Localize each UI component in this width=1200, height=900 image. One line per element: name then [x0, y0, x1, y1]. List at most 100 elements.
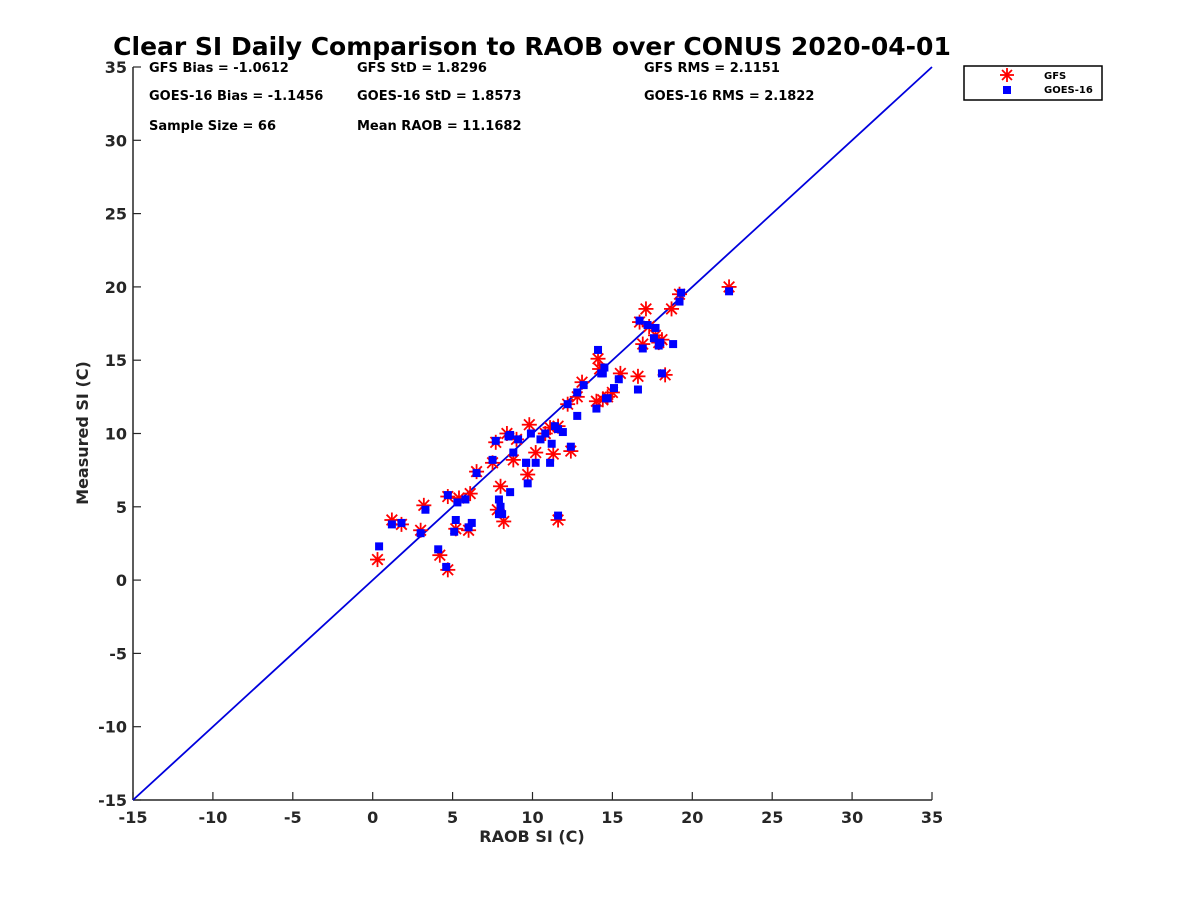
goes16-point: [453, 498, 462, 507]
stat-goes-rms: GOES-16 RMS = 2.1822: [644, 89, 814, 104]
y-ticks: -15 -10 -5 0 5 10 15 20 25 30 35: [98, 58, 141, 810]
goes16-point: [526, 429, 535, 438]
goes16-point: [531, 458, 540, 467]
goes16-point: [443, 491, 452, 500]
goes16-point: [504, 432, 513, 441]
goes16-point: [657, 369, 666, 378]
goes16-point: [592, 404, 601, 413]
x-ticks: -15 -10 -5 0 5 10 15 20 25 30 35: [119, 792, 943, 827]
gfs-point: [528, 445, 544, 461]
stat-gfs-std: GFS StD = 1.8296: [357, 61, 487, 76]
goes16-point: [397, 518, 406, 527]
stat-goes-bias: GOES-16 Bias = -1.1456: [149, 89, 323, 104]
goes16-point: [416, 529, 425, 538]
goes16-point: [633, 385, 642, 394]
stat-sample-size: Sample Size = 66: [149, 119, 276, 134]
gfs-point: [638, 301, 654, 317]
goes16-point: [523, 479, 532, 488]
y-tick-label: -5: [109, 644, 127, 663]
goes16-point: [566, 442, 575, 451]
goes16-point: [579, 381, 588, 390]
x-tick-label: -5: [284, 808, 302, 827]
legend-goes16-marker: [1003, 86, 1011, 94]
goes16-point: [677, 288, 686, 297]
goes16-point: [522, 458, 531, 467]
stats-block: GFS Bias = -1.0612 GFS StD = 1.8296 GFS …: [149, 61, 814, 134]
goes16-point: [450, 527, 459, 536]
goes16-series: [375, 287, 734, 571]
stat-gfs-rms: GFS RMS = 2.1151: [644, 61, 780, 76]
goes16-point: [509, 448, 518, 457]
goes16-point: [464, 523, 473, 532]
goes16-point: [434, 545, 443, 554]
y-tick-label: 25: [105, 205, 127, 224]
goes16-point: [600, 363, 609, 372]
x-tick-label: 0: [367, 808, 378, 827]
x-tick-label: 10: [521, 808, 543, 827]
x-tick-label: -15: [119, 808, 148, 827]
goes16-point: [651, 323, 660, 332]
stat-mean-raob: Mean RAOB = 11.1682: [357, 119, 522, 134]
y-tick-label: 5: [116, 498, 127, 517]
goes16-point: [638, 344, 647, 353]
y-tick-label: 35: [105, 58, 127, 77]
legend: GFS GOES-16: [963, 65, 1103, 101]
gfs-point: [545, 446, 561, 462]
y-tick-label: 15: [105, 351, 127, 370]
legend-gfs-marker: [1000, 68, 1014, 82]
legend-box: [963, 65, 1103, 101]
x-tick-label: 20: [681, 808, 703, 827]
goes16-point: [597, 369, 606, 378]
gfs-point: [590, 351, 606, 367]
goes16-point: [494, 495, 503, 504]
goes16-point: [375, 542, 384, 551]
x-tick-label: 5: [447, 808, 458, 827]
goes16-point: [643, 321, 652, 330]
goes16-point: [558, 428, 567, 437]
gfs-point: [664, 301, 680, 317]
goes16-point: [656, 338, 665, 347]
goes16-point: [602, 394, 611, 403]
goes16-point: [491, 436, 500, 445]
y-tick-label: 10: [105, 425, 127, 444]
goes16-point: [609, 384, 618, 393]
goes16-point: [421, 505, 430, 514]
gfs-point: [369, 552, 385, 568]
goes16-point: [442, 562, 451, 571]
goes16-point: [498, 510, 507, 519]
goes16-point: [496, 502, 505, 511]
goes16-point: [614, 375, 623, 384]
x-tick-label: 35: [921, 808, 943, 827]
goes16-point: [387, 520, 396, 529]
goes16-point: [514, 435, 523, 444]
goes16-point: [635, 316, 644, 325]
legend-gfs-label: GFS: [1044, 71, 1066, 82]
stat-goes-std: GOES-16 StD = 1.8573: [357, 89, 521, 104]
y-axis-label: Measured SI (C): [73, 361, 92, 505]
x-tick-label: 25: [761, 808, 783, 827]
goes16-point: [669, 340, 678, 349]
goes16-point: [547, 439, 556, 448]
goes16-point: [546, 458, 555, 467]
gfs-point: [493, 478, 509, 494]
goes16-point: [554, 511, 563, 520]
x-tick-label: -10: [198, 808, 227, 827]
goes16-point: [563, 400, 572, 409]
goes16-point: [594, 345, 603, 354]
gfs-point: [416, 497, 432, 513]
goes16-point: [506, 488, 515, 497]
chart-title: Clear SI Daily Comparison to RAOB over C…: [113, 32, 951, 61]
goes16-point: [541, 429, 550, 438]
goes16-point: [649, 334, 658, 343]
y-tick-label: 30: [105, 131, 127, 150]
y-tick-label: 20: [105, 278, 127, 297]
gfs-point: [630, 368, 646, 384]
goes16-point: [573, 411, 582, 420]
goes16-point: [461, 495, 470, 504]
goes16-point: [451, 515, 460, 524]
stat-gfs-bias: GFS Bias = -1.0612: [149, 61, 289, 76]
goes16-point: [725, 287, 734, 296]
x-axis-label: RAOB SI (C): [479, 827, 584, 846]
y-tick-label: -15: [98, 791, 127, 810]
goes16-point: [472, 469, 481, 478]
